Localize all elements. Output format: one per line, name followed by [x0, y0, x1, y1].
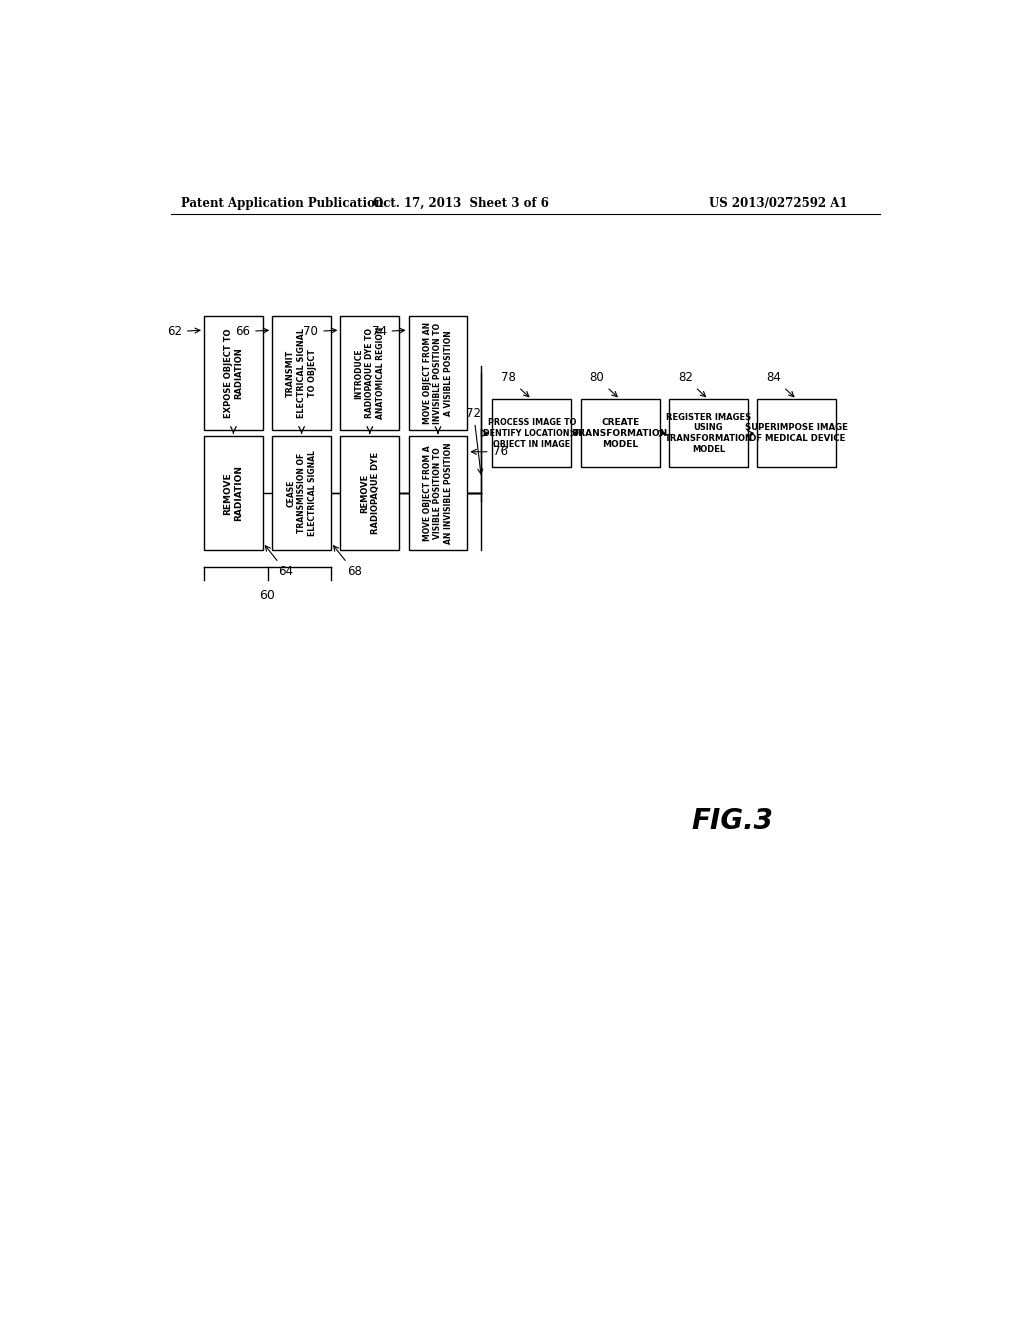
Bar [340, 437, 399, 550]
Bar [272, 437, 331, 550]
Text: CEASE
TRANSMISSION OF
ELECTRICAL SIGNAL: CEASE TRANSMISSION OF ELECTRICAL SIGNAL [287, 450, 316, 536]
Text: 62: 62 [167, 325, 200, 338]
Text: 66: 66 [236, 325, 268, 338]
Text: 70: 70 [303, 325, 336, 338]
Text: 82: 82 [678, 371, 706, 397]
Text: SUPERIMPOSE IMAGE
OF MEDICAL DEVICE: SUPERIMPOSE IMAGE OF MEDICAL DEVICE [745, 424, 848, 444]
Text: REMOVE
RADIATION: REMOVE RADIATION [223, 466, 244, 521]
Bar [340, 317, 399, 430]
Text: 68: 68 [334, 545, 361, 578]
Text: MOVE OBJECT FROM AN
INVISIBLE POSITION TO
A VISIBLE POSITION: MOVE OBJECT FROM AN INVISIBLE POSITION T… [423, 322, 454, 424]
Bar [669, 400, 748, 467]
Text: PROCESS IMAGE TO
IDENTIFY LOCATION OF
OBJECT IN IMAGE: PROCESS IMAGE TO IDENTIFY LOCATION OF OB… [479, 418, 584, 449]
Bar [493, 400, 571, 467]
Text: 84: 84 [766, 371, 794, 397]
Text: FIG.3: FIG.3 [691, 807, 773, 834]
Text: EXPOSE OBJECT TO
RADIATION: EXPOSE OBJECT TO RADIATION [223, 329, 244, 418]
Text: TRANSMIT
ELECTRICAL SIGNAL
TO OBJECT: TRANSMIT ELECTRICAL SIGNAL TO OBJECT [287, 329, 316, 418]
Bar [204, 317, 263, 430]
Text: REGISTER IMAGES
USING
TRANSFORMATION
MODEL: REGISTER IMAGES USING TRANSFORMATION MOD… [665, 413, 753, 454]
Text: 72: 72 [466, 407, 482, 474]
Bar [409, 317, 467, 430]
Bar [204, 437, 263, 550]
Text: 78: 78 [501, 371, 528, 397]
Bar [581, 400, 659, 467]
Bar [272, 317, 331, 430]
Text: CREATE
TRANSFORMATION
MODEL: CREATE TRANSFORMATION MODEL [572, 418, 668, 449]
Text: REMOVE
RADIOPAQUE DYE: REMOVE RADIOPAQUE DYE [359, 453, 380, 535]
Text: Oct. 17, 2013  Sheet 3 of 6: Oct. 17, 2013 Sheet 3 of 6 [374, 197, 549, 210]
Text: 60: 60 [259, 589, 275, 602]
Bar [409, 437, 467, 550]
Text: Patent Application Publication: Patent Application Publication [180, 197, 383, 210]
Text: 64: 64 [265, 545, 294, 578]
Text: MOVE OBJECT FROM A
VISIBLE POSITION TO
AN INVISIBLE POSITION: MOVE OBJECT FROM A VISIBLE POSITION TO A… [423, 442, 454, 544]
Bar [758, 400, 837, 467]
Text: 80: 80 [590, 371, 617, 397]
Text: 74: 74 [372, 325, 404, 338]
Text: 76: 76 [471, 445, 508, 458]
Text: INTRODUCE
RADIOPAQUE DYE TO
ANATOMICAL REGION: INTRODUCE RADIOPAQUE DYE TO ANATOMICAL R… [354, 327, 385, 420]
Text: US 2013/0272592 A1: US 2013/0272592 A1 [710, 197, 848, 210]
